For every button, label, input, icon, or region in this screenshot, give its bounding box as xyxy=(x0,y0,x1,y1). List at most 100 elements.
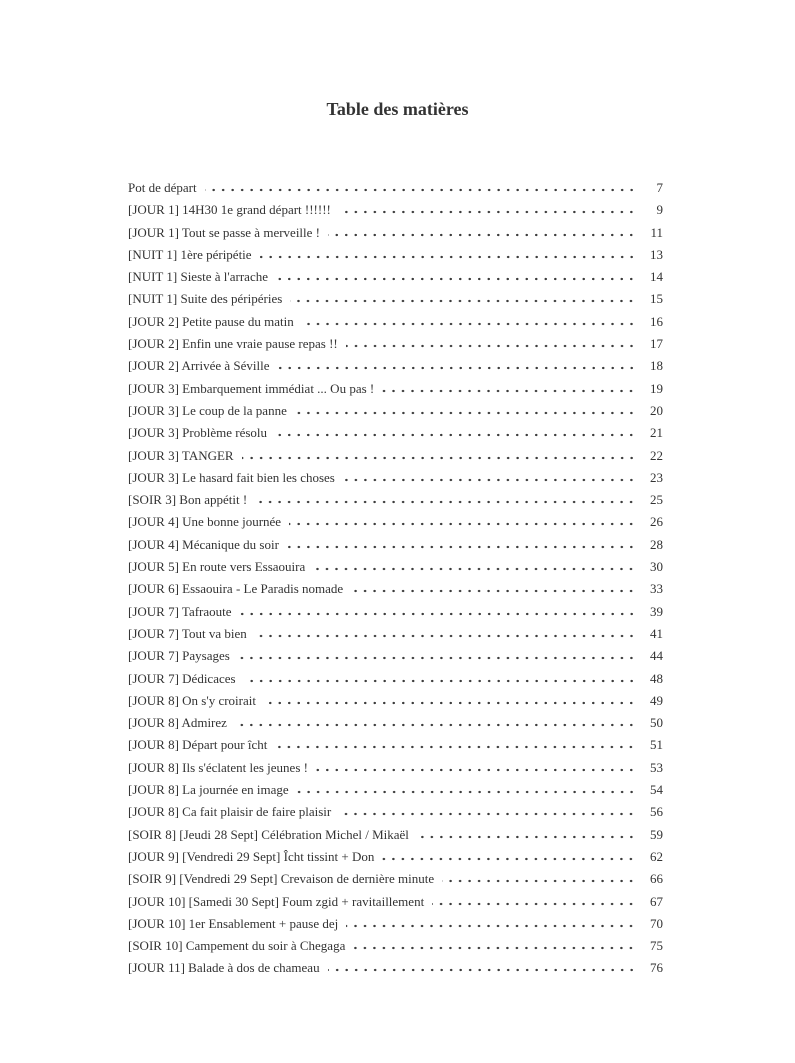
toc-entry-page: 25 xyxy=(650,492,663,508)
toc-entry-label: [JOUR 7] Tafraoute xyxy=(128,603,232,619)
toc-entry[interactable]: [SOIR 3] Bon appétit ! 25 xyxy=(128,489,663,511)
leader-dots-icon xyxy=(301,315,636,326)
toc-entry[interactable]: [JOUR 1] Tout se passe à merveille ! 11 xyxy=(128,222,663,244)
toc-entry[interactable]: [JOUR 3] Embarquement immédiat ... Ou pa… xyxy=(128,378,663,400)
toc-entry-page: 18 xyxy=(650,358,663,374)
toc-entry-label: [JOUR 7] Paysages xyxy=(128,648,230,664)
toc-entry[interactable]: [JOUR 2] Arrivée à Séville 18 xyxy=(128,355,663,377)
toc-entry[interactable]: [JOUR 8] Départ pour îcht 51 xyxy=(128,734,663,756)
toc-entry-label: [JOUR 5] En route vers Essaouira xyxy=(128,559,306,575)
toc-entry-label: [JOUR 3] Le hasard fait bien les choses xyxy=(128,469,335,485)
toc-entry[interactable]: [JOUR 3] Le coup de la panne 20 xyxy=(128,400,663,422)
toc-entry[interactable]: [JOUR 2] Petite pause du matin 16 xyxy=(128,311,663,333)
leader-dots-icon xyxy=(204,182,636,192)
toc-entry[interactable]: [JOUR 3] Le hasard fait bien les choses … xyxy=(128,467,663,489)
toc-entry[interactable]: [JOUR 8] La journée en image 54 xyxy=(128,779,663,801)
leader-dots-icon xyxy=(234,717,636,728)
toc-entry-page: 62 xyxy=(650,848,663,864)
toc-entry-page: 76 xyxy=(650,960,663,976)
leader-dots-icon xyxy=(353,940,636,951)
toc-entry-page: 70 xyxy=(650,915,663,931)
toc-entry-page: 20 xyxy=(650,402,663,418)
toc-entry-label: [JOUR 7] Dédicaces xyxy=(128,670,236,686)
toc-entry[interactable]: [JOUR 7] Dédicaces 48 xyxy=(128,668,663,690)
toc-entry[interactable]: [JOUR 4] Une bonne journée 26 xyxy=(128,511,663,533)
toc-entry[interactable]: [JOUR 8] Ils s'éclatent les jeunes ! 53 xyxy=(128,757,663,779)
toc-entry-page: 44 xyxy=(650,648,663,664)
leader-dots-icon xyxy=(289,516,636,527)
toc-entry-page: 39 xyxy=(650,603,663,619)
leader-dots-icon xyxy=(276,271,636,282)
toc-entry[interactable]: [NUIT 1] Sieste à l'arrache 14 xyxy=(128,266,663,288)
toc-entry-label: [JOUR 6] Essaouira - Le Paradis nomade xyxy=(128,581,344,597)
toc-entry-label: [JOUR 8] Ca fait plaisir de faire plaisi… xyxy=(128,804,332,820)
toc-entry[interactable]: [SOIR 8] [Jeudi 28 Sept] Célébration Mic… xyxy=(128,824,663,846)
toc-entry-label: [SOIR 9] [Vendredi 29 Sept] Crevaison de… xyxy=(128,871,435,887)
toc-entry-label: [JOUR 8] Admirez xyxy=(128,715,227,731)
toc-entry[interactable]: [SOIR 10] Campement du soir à Chegaga 75 xyxy=(128,935,663,957)
toc-entry-label: [SOIR 10] Campement du soir à Chegaga xyxy=(128,938,346,954)
toc-entry[interactable]: [JOUR 7] Tout va bien 41 xyxy=(128,623,663,645)
leader-dots-icon xyxy=(264,694,636,705)
toc-entry-label: [JOUR 1] 14H30 1e grand départ !!!!!! xyxy=(128,202,331,218)
toc-entry[interactable]: [SOIR 9] [Vendredi 29 Sept] Crevaison de… xyxy=(128,868,663,890)
toc-entry[interactable]: [JOUR 11] Balade à dos de chameau 76 xyxy=(128,957,663,979)
toc-entry[interactable]: [JOUR 1] 14H30 1e grand départ !!!!!! 9 xyxy=(128,199,663,221)
toc-entry[interactable]: [JOUR 8] Admirez 50 xyxy=(128,712,663,734)
toc-entry[interactable]: [JOUR 10] 1er Ensablement + pause dej 70 xyxy=(128,913,663,935)
toc-entry-page: 33 xyxy=(650,581,663,597)
leader-dots-icon xyxy=(275,427,636,438)
toc-entry-label: [NUIT 1] Suite des péripéries xyxy=(128,291,283,307)
leader-dots-icon xyxy=(339,806,636,817)
toc-entry[interactable]: [JOUR 10] [Samedi 30 Sept] Foum zgid + r… xyxy=(128,891,663,913)
leader-dots-icon xyxy=(315,761,636,772)
toc-entry-label: [JOUR 7] Tout va bien xyxy=(128,625,247,641)
toc-entry-label: [JOUR 3] Le coup de la panne xyxy=(128,402,287,418)
toc-entry[interactable]: [JOUR 5] En route vers Essaouira 30 xyxy=(128,556,663,578)
leader-dots-icon xyxy=(254,627,636,638)
toc-entry-page: 16 xyxy=(650,313,663,329)
toc-entry-page: 49 xyxy=(650,692,663,708)
toc-entry[interactable]: [JOUR 3] TANGER 22 xyxy=(128,445,663,467)
leader-dots-icon xyxy=(275,739,636,750)
toc-entry-label: [JOUR 4] Mécanique du soir xyxy=(128,536,279,552)
toc-entry-page: 9 xyxy=(656,202,664,218)
toc-entry[interactable]: [JOUR 7] Paysages 44 xyxy=(128,645,663,667)
toc-entry-page: 30 xyxy=(650,559,663,575)
leader-dots-icon xyxy=(259,248,636,259)
leader-dots-icon xyxy=(345,338,636,349)
toc-entry-page: 59 xyxy=(650,826,663,842)
toc-entry[interactable]: [JOUR 6] Essaouira - Le Paradis nomade 3… xyxy=(128,578,663,600)
leader-dots-icon xyxy=(239,605,636,616)
toc-entry[interactable]: [NUIT 1] Suite des péripéries 15 xyxy=(128,288,663,310)
toc-entry-page: 66 xyxy=(650,871,663,887)
toc-entry-page: 14 xyxy=(650,269,663,285)
toc-entry[interactable]: [JOUR 9] [Vendredi 29 Sept] Îcht tissint… xyxy=(128,846,663,868)
toc-entry[interactable]: [JOUR 8] On s'y croirait 49 xyxy=(128,690,663,712)
toc-entry-label: [NUIT 1] 1ère péripétie xyxy=(128,246,252,262)
toc-entry-label: [JOUR 8] On s'y croirait xyxy=(128,692,256,708)
leader-dots-icon xyxy=(243,672,636,683)
leader-dots-icon xyxy=(382,382,636,393)
leader-dots-icon xyxy=(382,850,636,861)
toc-entry[interactable]: [JOUR 8] Ca fait plaisir de faire plaisi… xyxy=(128,801,663,823)
toc-entry-label: [JOUR 2] Arrivée à Séville xyxy=(128,358,270,374)
toc-entry-page: 21 xyxy=(650,425,663,441)
toc-entry[interactable]: [JOUR 7] Tafraoute 39 xyxy=(128,601,663,623)
toc-entry[interactable]: [NUIT 1] 1ère péripétie 13 xyxy=(128,244,663,266)
toc-entry[interactable]: [JOUR 3] Problème résolu 21 xyxy=(128,422,663,444)
toc-entry-page: 56 xyxy=(650,804,663,820)
toc-entry-label: [JOUR 11] Balade à dos de chameau xyxy=(128,960,320,976)
toc-entry-page: 11 xyxy=(650,224,663,240)
toc-entry-label: [NUIT 1] Sieste à l'arrache xyxy=(128,269,268,285)
leader-dots-icon xyxy=(346,917,636,928)
leader-dots-icon xyxy=(351,583,636,594)
leader-dots-icon xyxy=(277,360,636,371)
toc-entry[interactable]: [JOUR 2] Enfin une vraie pause repas !! … xyxy=(128,333,663,355)
leader-dots-icon xyxy=(442,873,636,884)
leader-dots-icon xyxy=(255,494,636,505)
toc-entry[interactable]: Pot de départ 7 xyxy=(128,177,663,199)
toc-entry-page: 15 xyxy=(650,291,663,307)
toc-entry[interactable]: [JOUR 4] Mécanique du soir 28 xyxy=(128,534,663,556)
